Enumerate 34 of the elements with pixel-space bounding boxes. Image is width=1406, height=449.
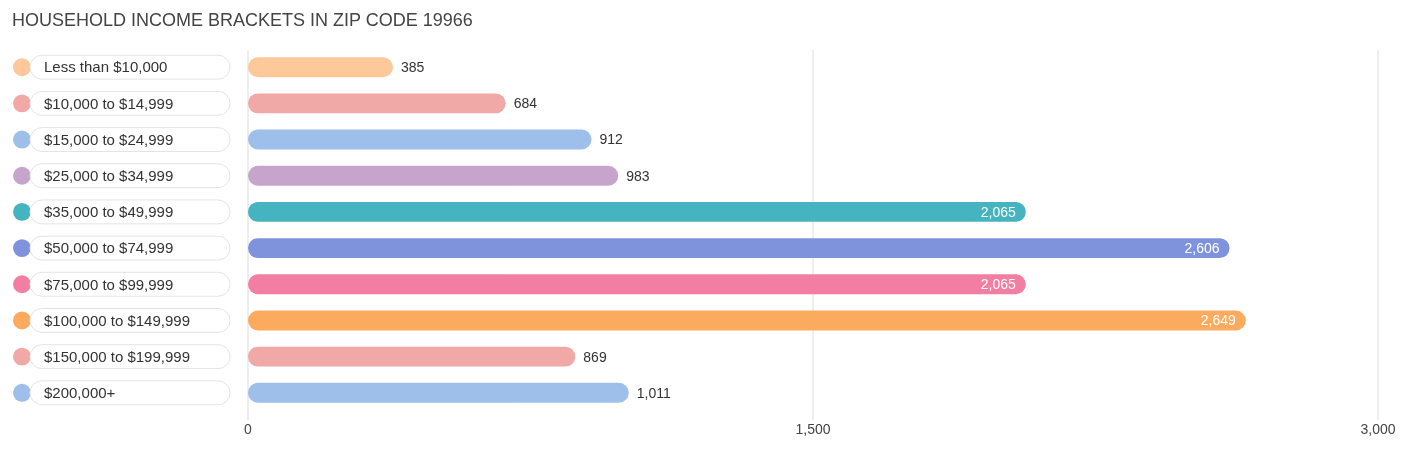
data-label: 684 <box>513 95 538 112</box>
x-tick-label: 3,000 <box>1360 421 1396 437</box>
y-tick-label: $35,000 to $49,999 <box>44 203 174 221</box>
y-tick-label: $75,000 to $99,999 <box>44 275 174 293</box>
bar <box>248 238 1230 259</box>
y-tick-label: $150,000 to $199,999 <box>44 347 190 365</box>
bar <box>248 310 1246 331</box>
data-label: 2,065 <box>980 276 1017 293</box>
chart-title: HOUSEHOLD INCOME BRACKETS IN ZIP CODE 19966 <box>12 10 473 30</box>
data-label: 912 <box>599 131 624 148</box>
y-tick-label: $10,000 to $14,999 <box>44 94 174 112</box>
y-tick-label: Less than $10,000 <box>44 58 168 76</box>
data-label: 1,011 <box>636 384 672 401</box>
bar <box>248 165 619 186</box>
bar <box>248 382 629 403</box>
data-label: 2,606 <box>1184 239 1220 256</box>
data-label: 869 <box>583 348 607 365</box>
data-label: 385 <box>401 59 425 76</box>
data-label: 2,649 <box>1200 312 1236 329</box>
bar <box>248 93 506 114</box>
bar <box>248 129 592 150</box>
bar <box>248 346 576 367</box>
x-tick-label: 1,500 <box>795 421 831 437</box>
y-tick-label: $200,000+ <box>44 384 116 402</box>
y-tick-label: $15,000 to $24,999 <box>44 130 174 148</box>
bar <box>248 201 1026 222</box>
bar <box>248 57 394 78</box>
y-tick-label: $50,000 to $74,999 <box>44 239 174 257</box>
bar <box>248 274 1026 295</box>
y-tick-label: $100,000 to $149,999 <box>44 311 190 329</box>
data-label: 983 <box>626 167 650 184</box>
x-tick-label: 0 <box>244 421 253 437</box>
y-tick-label: $25,000 to $34,999 <box>44 166 174 184</box>
data-label: 2,065 <box>980 203 1017 220</box>
